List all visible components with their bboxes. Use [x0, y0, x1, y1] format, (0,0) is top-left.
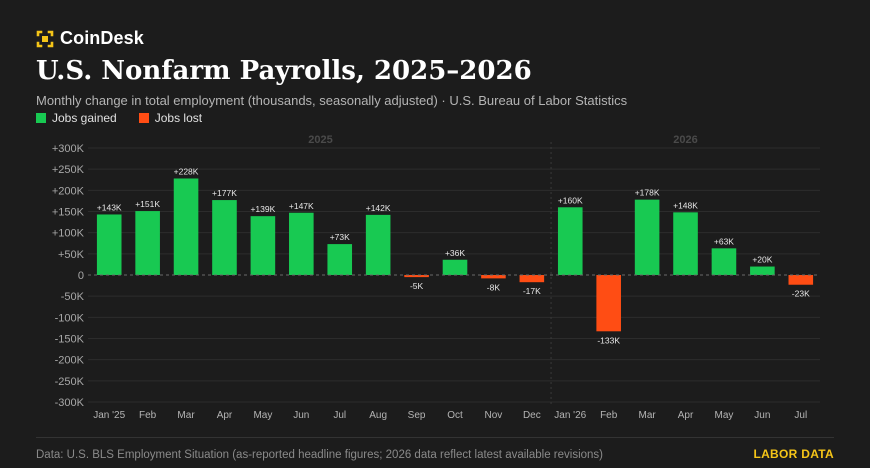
legend-item-lost: Jobs lost [138, 111, 203, 125]
bar-loss [519, 275, 545, 283]
data-label: +139K [250, 204, 275, 214]
bar-gain [173, 178, 199, 275]
bar-gain [711, 248, 737, 275]
page-subtitle: Monthly change in total employment (thou… [36, 93, 628, 108]
bar-loss [481, 275, 506, 279]
bar-gain [327, 244, 353, 275]
year-group-label: 2026 [673, 134, 697, 146]
x-tick-label: Feb [139, 410, 157, 421]
y-tick-label: -150K [55, 334, 85, 346]
y-tick-label: -250K [55, 376, 85, 388]
x-tick-label: Sep [408, 410, 426, 421]
bar-gain [634, 199, 660, 275]
data-label: +151K [135, 199, 160, 209]
source-note: Data: U.S. BLS Employment Situation (as-… [36, 449, 603, 461]
y-tick-label: +100K [52, 228, 85, 240]
bar-gain [750, 266, 775, 275]
x-tick-label: Apr [678, 410, 694, 421]
data-label: +177K [212, 188, 237, 198]
y-tick-label: +250K [52, 164, 85, 176]
bar-gain [289, 212, 314, 275]
data-label: +178K [635, 188, 660, 198]
y-tick-label: +200K [52, 185, 85, 197]
x-tick-label: Mar [177, 410, 195, 421]
bar-gain [96, 214, 122, 275]
y-tick-label: +50K [58, 249, 85, 261]
data-label: -133K [597, 335, 620, 345]
bar-gain [250, 216, 276, 275]
y-tick-label: 0 [78, 270, 84, 282]
year-group-label: 2025 [308, 134, 332, 146]
data-label: +147K [289, 201, 314, 211]
bar-gain [135, 211, 160, 275]
x-tick-label: Dec [523, 410, 541, 421]
data-label: +148K [673, 200, 698, 210]
bar-loss [596, 275, 621, 332]
x-tick-label: Mar [638, 410, 656, 421]
data-label: +142K [366, 203, 391, 213]
data-label: -5K [410, 281, 424, 291]
x-tick-label: Apr [217, 410, 233, 421]
legend-item-gained: Jobs gained [36, 111, 117, 125]
x-tick-label: Jul [794, 410, 807, 421]
legend-label-gained: Jobs gained [52, 111, 117, 125]
brand-name: CoinDesk [60, 28, 144, 48]
y-tick-label: +150K [52, 207, 85, 219]
footer-divider [36, 437, 834, 438]
x-tick-label: Jul [333, 410, 346, 421]
bar-gain [442, 259, 468, 275]
legend-label-lost: Jobs lost [154, 111, 203, 125]
data-label: +73K [330, 232, 350, 242]
data-label: +20K [752, 255, 772, 265]
legend-swatch-gained [36, 113, 46, 123]
y-tick-label: -50K [61, 291, 85, 303]
y-tick-label: -100K [55, 312, 85, 324]
page-title: U.S. Nonfarm Payrolls, 2025–2026 [36, 56, 532, 86]
bar-gain [365, 214, 391, 275]
bar-loss [788, 275, 814, 285]
bar-gain [557, 207, 583, 275]
x-tick-label: Oct [447, 410, 463, 421]
x-tick-label: Feb [600, 410, 618, 421]
data-label: -8K [487, 282, 501, 292]
x-tick-label: May [253, 410, 272, 421]
x-tick-label: Jun [293, 410, 309, 421]
y-tick-label: +300K [52, 143, 85, 155]
y-tick-label: -300K [55, 397, 85, 409]
x-tick-label: Jun [754, 410, 770, 421]
coindesk-logo-icon [36, 30, 54, 47]
data-label: -17K [523, 286, 541, 296]
bar-gain [212, 200, 237, 275]
data-label: +63K [714, 236, 734, 246]
x-tick-label: May [714, 410, 733, 421]
category-tag: LABOR DATA [753, 447, 834, 461]
legend-swatch-lost [138, 113, 149, 123]
data-label: +228K [174, 166, 199, 176]
chart-legend: Jobs gained Jobs lost [36, 111, 202, 125]
x-tick-label: Jan '25 [93, 410, 125, 421]
bar-gain [673, 212, 698, 275]
data-label: +160K [558, 195, 583, 205]
data-label: -23K [792, 289, 810, 299]
bar-loss [404, 275, 429, 278]
brand: CoinDesk [36, 28, 144, 49]
x-tick-label: Aug [369, 410, 387, 421]
x-tick-label: Nov [485, 410, 503, 421]
data-label: +36K [445, 248, 465, 258]
y-tick-label: -200K [55, 355, 85, 367]
x-tick-label: Jan '26 [554, 410, 586, 421]
data-label: +143K [97, 202, 122, 212]
